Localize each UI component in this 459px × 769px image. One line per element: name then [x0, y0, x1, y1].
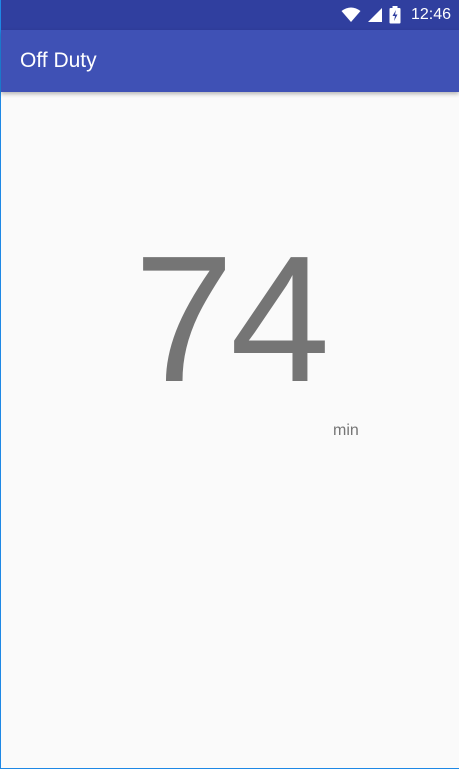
- status-time: 12:46: [410, 6, 451, 23]
- status-bar: 12:46: [1, 0, 459, 30]
- status-icons: 12:46: [341, 0, 451, 30]
- minutes-value: 74: [133, 219, 330, 420]
- signal-icon: [367, 7, 383, 23]
- battery-charging-icon: [389, 6, 401, 24]
- wifi-icon: [341, 7, 361, 23]
- app-bar: Off Duty: [1, 30, 459, 92]
- app-title: Off Duty: [20, 49, 97, 72]
- main-content: 74 min: [1, 92, 459, 768]
- minutes-unit-label: min: [333, 422, 359, 439]
